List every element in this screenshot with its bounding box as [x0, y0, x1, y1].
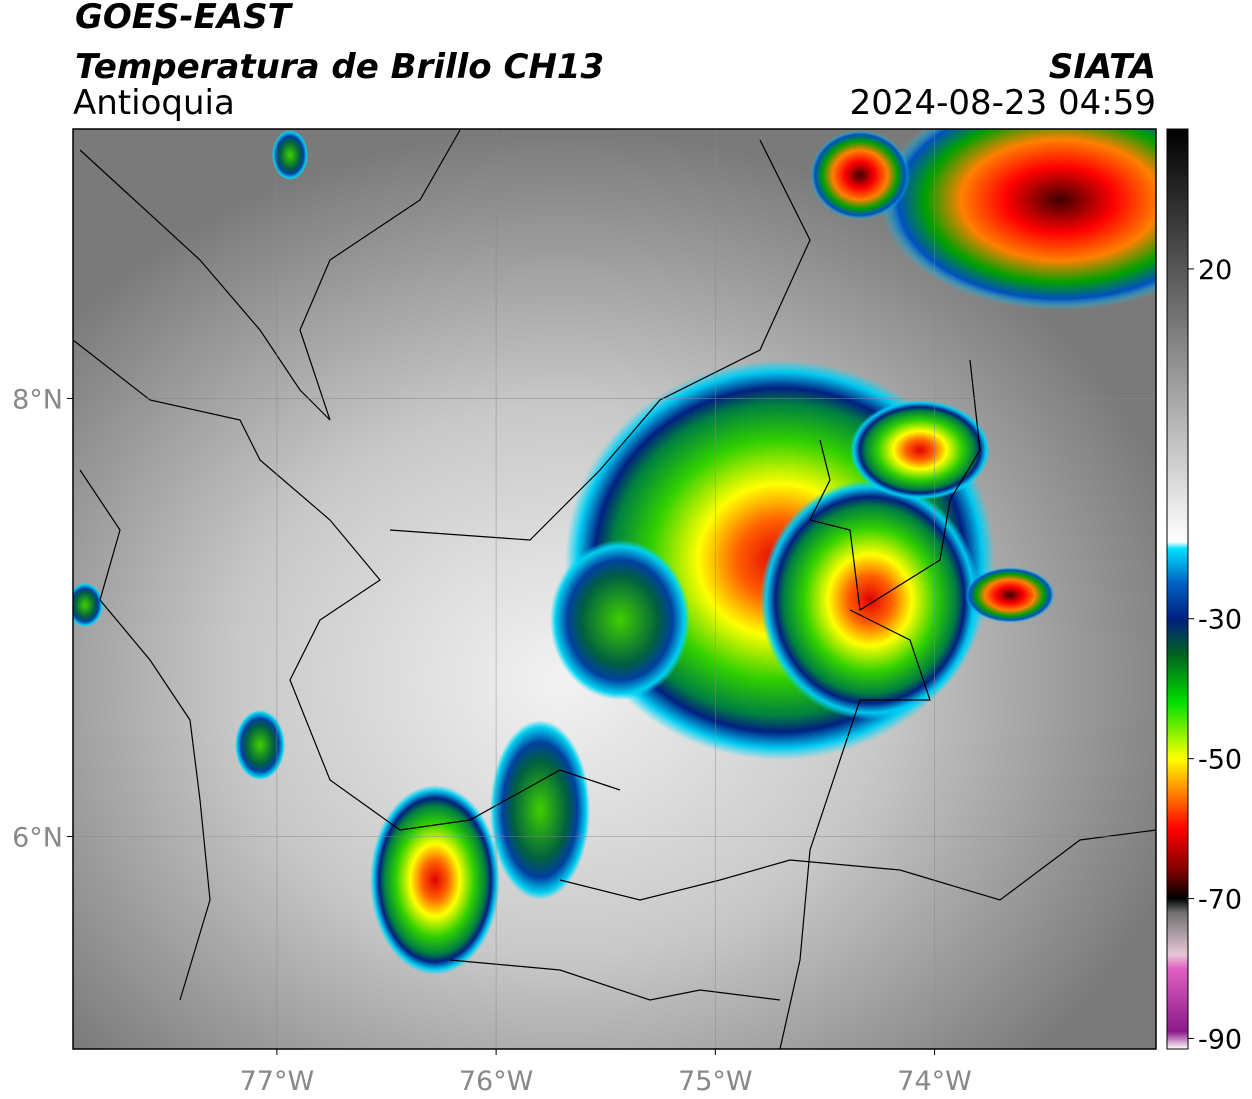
title: GOES-EAST: [75, 0, 294, 37]
datetime: 2024-08-23 04:59: [850, 83, 1156, 123]
map-image: [73, 129, 1156, 1049]
lon-tick-label: 77°W: [240, 1066, 315, 1097]
subtitle: Temperatura de Brillo CH13: [75, 47, 604, 87]
colorbar-tick-label: -30: [1198, 605, 1242, 636]
lat-tick-label: 8°N: [12, 384, 63, 415]
colorbar-tick-label: -70: [1198, 885, 1242, 916]
map-frame: [72, 128, 1157, 1050]
lon-tick-label: 76°W: [459, 1066, 534, 1097]
colorbar: [1166, 128, 1189, 1050]
lon-tick-label: 75°W: [678, 1066, 753, 1097]
colorbar-tick-label: -90: [1198, 1025, 1242, 1056]
source: SIATA: [1049, 47, 1156, 87]
colorbar-tick-label: 20: [1198, 255, 1232, 286]
region: Antioquia: [73, 83, 235, 123]
lon-tick-label: 74°W: [897, 1066, 972, 1097]
colorbar-tick-label: -50: [1198, 745, 1242, 776]
lat-tick-label: 6°N: [12, 823, 63, 854]
